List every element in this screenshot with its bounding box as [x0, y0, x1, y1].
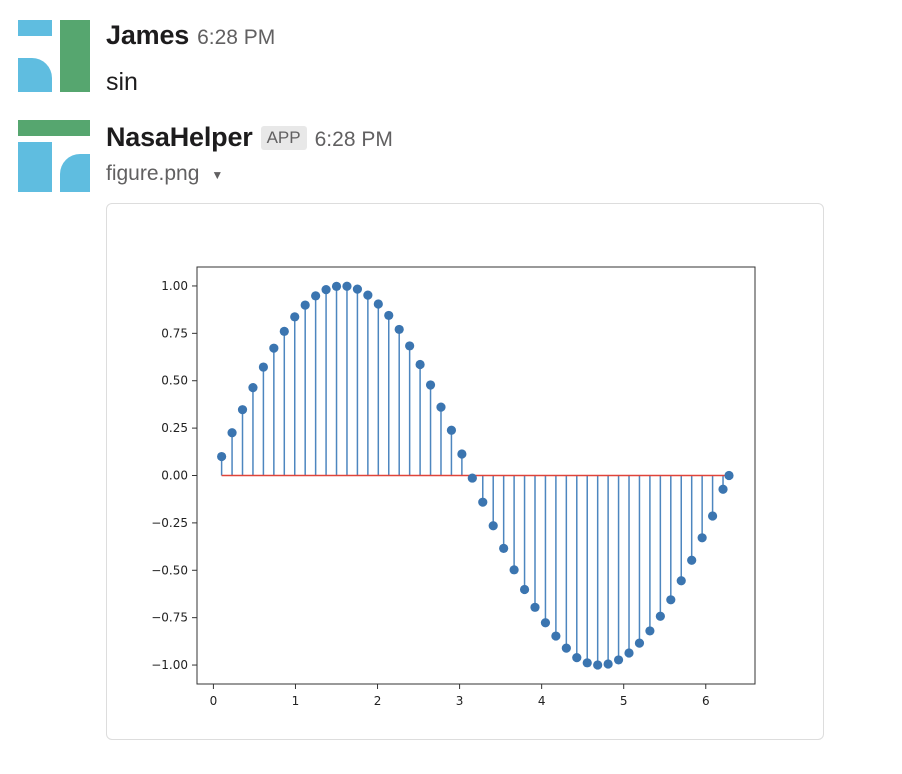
data-point	[499, 543, 509, 553]
data-point	[519, 584, 530, 595]
data-point	[436, 402, 446, 412]
x-tick-label: 5	[620, 694, 628, 708]
message-text: sin	[106, 68, 138, 96]
data-point	[352, 284, 363, 294]
data-point	[446, 425, 457, 435]
data-point	[331, 281, 342, 292]
data-point	[415, 359, 425, 370]
data-point	[561, 643, 571, 653]
avatar-icon[interactable]	[18, 120, 90, 192]
x-tick-label: 3	[456, 694, 464, 708]
data-point	[603, 659, 613, 669]
data-point	[724, 470, 734, 481]
data-point	[425, 380, 436, 390]
data-point	[248, 383, 258, 393]
author-name[interactable]: NasaHelper	[106, 122, 253, 152]
data-point	[457, 449, 467, 459]
data-point	[363, 290, 373, 300]
data-point	[718, 484, 728, 494]
data-point	[540, 618, 551, 628]
data-point	[467, 473, 477, 483]
data-point	[290, 312, 300, 322]
data-point	[624, 648, 634, 658]
data-point	[707, 511, 718, 521]
data-point	[593, 660, 603, 670]
data-point	[697, 533, 707, 543]
x-tick-label: 1	[292, 694, 300, 708]
x-tick-label: 0	[210, 694, 218, 708]
data-point	[237, 405, 248, 415]
y-tick-label: 0.50	[161, 374, 188, 388]
data-point	[279, 326, 289, 336]
y-tick-label: 0.75	[161, 326, 188, 340]
app-badge: APP	[260, 126, 307, 150]
data-point	[530, 602, 540, 612]
data-point	[478, 497, 488, 507]
timestamp[interactable]: 6:28 PM	[314, 128, 393, 151]
data-point	[687, 555, 697, 565]
data-point	[551, 631, 561, 641]
message-james: James 6:28 PM sin	[0, 0, 902, 100]
data-point	[676, 576, 686, 586]
data-point	[645, 626, 655, 636]
y-tick-label: −0.75	[151, 611, 188, 625]
data-point	[342, 281, 352, 291]
timestamp[interactable]: 6:28 PM	[197, 26, 276, 49]
caret-down-icon[interactable]: ▼	[211, 168, 224, 182]
x-tick-label: 2	[374, 694, 382, 708]
data-point	[582, 658, 592, 668]
y-tick-label: 0.00	[161, 469, 188, 483]
y-tick-label: 1.00	[161, 279, 188, 293]
x-tick-label: 6	[702, 694, 710, 708]
sine-stem-chart: 1.00 0.75 0.50 0.25 0.00 −0.25 −0.50 −0.75 −1.00…	[151, 266, 756, 708]
data-point	[373, 299, 383, 309]
data-point	[405, 341, 415, 351]
y-tick-label: −0.50	[151, 563, 188, 577]
data-point	[384, 310, 394, 321]
data-point	[258, 362, 269, 372]
data-point	[666, 595, 676, 605]
data-point	[217, 451, 227, 462]
file-preview[interactable]: 1.00 0.75 0.50 0.25 0.00 −0.25 −0.50 −0.75 −1.00…	[106, 203, 824, 740]
y-tick-label: −1.00	[151, 658, 188, 672]
data-point	[321, 285, 331, 295]
author-name[interactable]: James	[106, 20, 190, 50]
data-point	[634, 638, 645, 648]
data-point	[613, 655, 624, 665]
message-header: James 6:28 PM	[106, 20, 275, 51]
data-point	[269, 343, 279, 353]
data-point	[655, 611, 665, 621]
data-point	[572, 653, 582, 663]
file-title[interactable]: figure.png ▼	[106, 162, 223, 186]
x-tick-label: 4	[538, 694, 546, 708]
message-header: NasaHelper APP 6:28 PM	[106, 122, 393, 153]
data-point	[311, 291, 321, 301]
data-point	[488, 521, 498, 531]
avatar-icon[interactable]	[18, 20, 90, 92]
data-point	[300, 300, 310, 310]
y-tick-label: 0.25	[161, 421, 188, 435]
data-point	[394, 324, 404, 335]
data-point	[509, 565, 519, 575]
data-point	[227, 428, 237, 438]
y-tick-label: −0.25	[151, 516, 188, 530]
file-name[interactable]: figure.png	[106, 162, 200, 185]
